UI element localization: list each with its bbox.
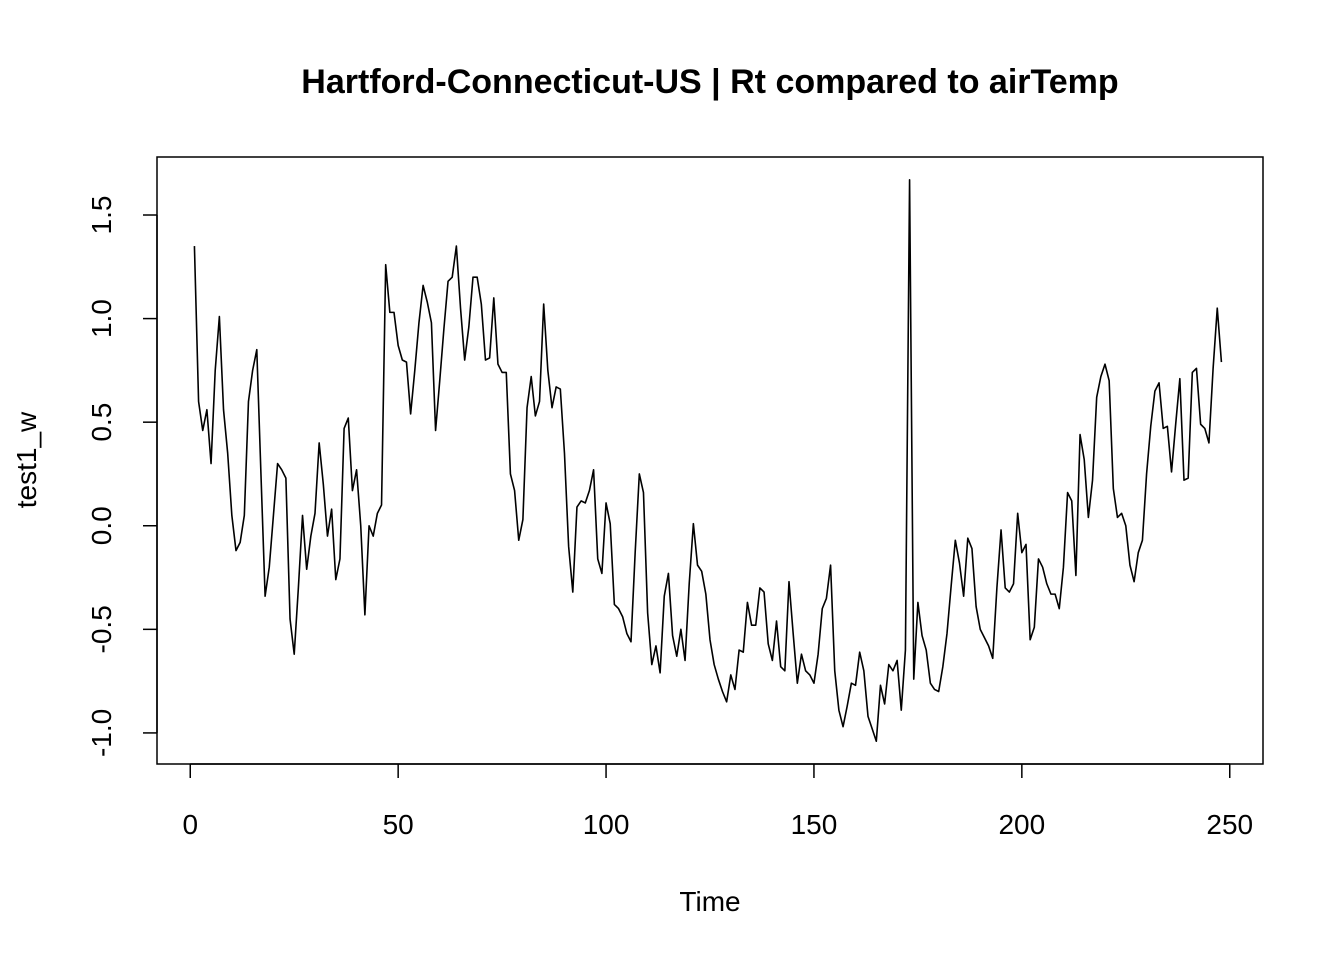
x-axis: 0 50 100 150 200 250 — [182, 763, 1253, 840]
y-tick-label: 0.0 — [86, 506, 117, 545]
y-axis: -1.0 -0.5 0.0 0.5 1.0 1.5 — [86, 196, 158, 757]
x-tick-label: 50 — [383, 809, 414, 840]
x-tick-label: 0 — [182, 809, 198, 840]
y-axis-label: test1_w — [11, 411, 42, 508]
x-tick-label: 250 — [1206, 809, 1253, 840]
series-line — [193, 178, 1223, 743]
y-tick-label: -0.5 — [86, 605, 117, 653]
plot-frame — [156, 156, 1264, 765]
y-tick-label: 1.5 — [86, 196, 117, 235]
x-tick-label: 200 — [998, 809, 1045, 840]
y-tick-label: -1.0 — [86, 709, 117, 757]
x-tick-label: 100 — [583, 809, 630, 840]
y-tick-label: 0.5 — [86, 403, 117, 442]
x-tick-label: 150 — [791, 809, 838, 840]
x-axis-label: Time — [679, 886, 740, 917]
y-tick-label: 1.0 — [86, 299, 117, 338]
chart-title: Hartford-Connecticut-US | Rt compared to… — [301, 63, 1118, 101]
